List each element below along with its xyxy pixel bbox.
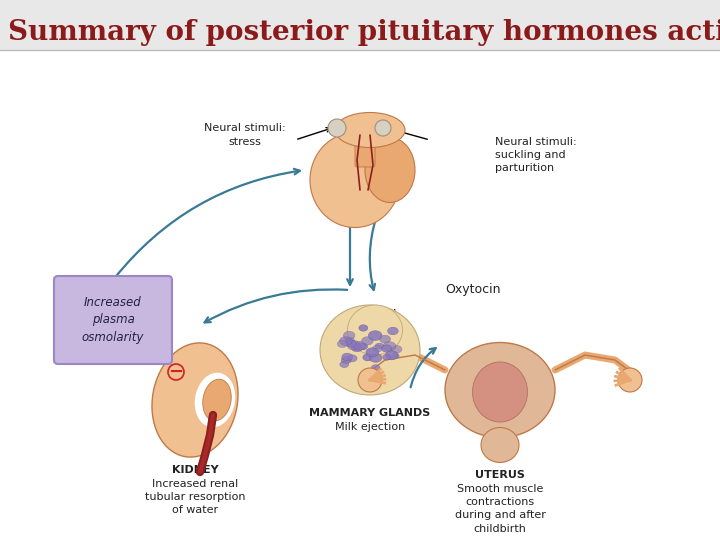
Ellipse shape [361, 337, 373, 345]
Ellipse shape [348, 305, 402, 355]
Ellipse shape [379, 335, 390, 343]
Ellipse shape [445, 342, 555, 437]
Ellipse shape [372, 364, 380, 371]
Ellipse shape [351, 343, 363, 352]
Text: ADH: ADH [370, 308, 397, 321]
Ellipse shape [375, 343, 384, 349]
Text: Neural stimuli:
stress: Neural stimuli: stress [204, 124, 286, 146]
Ellipse shape [340, 336, 352, 346]
Ellipse shape [369, 330, 382, 341]
Ellipse shape [369, 353, 382, 362]
Ellipse shape [354, 341, 365, 350]
Text: Increased
plasma
osmolarity: Increased plasma osmolarity [82, 295, 144, 345]
Ellipse shape [194, 373, 235, 427]
Ellipse shape [359, 325, 368, 331]
Circle shape [328, 119, 346, 137]
Ellipse shape [342, 353, 353, 361]
Ellipse shape [343, 331, 355, 340]
Text: −: − [168, 363, 184, 381]
Ellipse shape [481, 428, 519, 462]
Ellipse shape [382, 354, 391, 360]
Circle shape [618, 368, 642, 392]
Ellipse shape [340, 361, 348, 368]
Ellipse shape [346, 340, 356, 347]
Ellipse shape [472, 362, 528, 422]
Text: Neural stimuli:
suckling and
parturition: Neural stimuli: suckling and parturition [495, 137, 577, 173]
Circle shape [375, 120, 391, 136]
Text: Oxytocin: Oxytocin [445, 284, 500, 296]
Text: KIDNEY: KIDNEY [171, 465, 218, 475]
Ellipse shape [382, 345, 392, 352]
Ellipse shape [320, 305, 420, 395]
Ellipse shape [347, 355, 357, 362]
Text: Smooth muscle
contractions
during and after
childbirth: Smooth muscle contractions during and af… [454, 484, 546, 534]
Circle shape [358, 368, 382, 392]
Ellipse shape [203, 379, 231, 421]
Ellipse shape [366, 348, 379, 357]
Ellipse shape [372, 345, 382, 352]
Ellipse shape [385, 351, 398, 360]
Ellipse shape [347, 341, 361, 350]
Bar [0, 0, 720, 50]
Ellipse shape [363, 354, 373, 361]
Ellipse shape [345, 337, 354, 344]
Ellipse shape [337, 340, 348, 348]
Ellipse shape [341, 356, 351, 364]
Ellipse shape [392, 353, 399, 359]
Text: Increased renal
tubular resorption
of water: Increased renal tubular resorption of wa… [145, 479, 246, 515]
Text: UTERUS: UTERUS [475, 470, 525, 480]
Ellipse shape [383, 342, 396, 351]
Ellipse shape [365, 138, 415, 202]
Ellipse shape [392, 346, 402, 353]
Text: Summary of posterior pituitary hormones actions: Summary of posterior pituitary hormones … [8, 18, 720, 45]
Ellipse shape [310, 132, 400, 227]
Ellipse shape [387, 327, 398, 335]
Text: Milk ejection: Milk ejection [335, 422, 405, 432]
Text: MAMMARY GLANDS: MAMMARY GLANDS [310, 408, 431, 418]
FancyBboxPatch shape [355, 123, 375, 167]
FancyBboxPatch shape [54, 276, 172, 364]
Ellipse shape [335, 112, 405, 147]
Ellipse shape [358, 343, 368, 350]
Ellipse shape [152, 343, 238, 457]
